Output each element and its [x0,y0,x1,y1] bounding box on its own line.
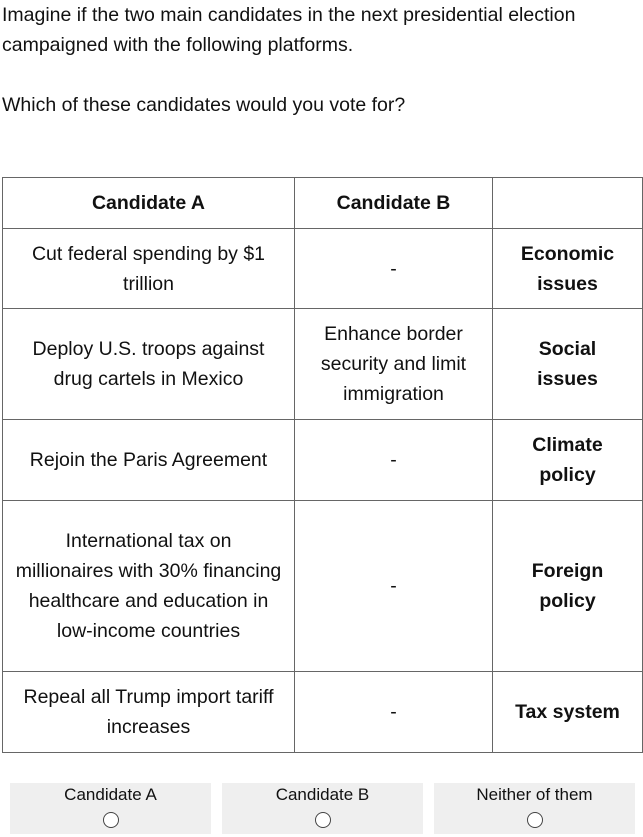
choice-candidate-b[interactable]: Candidate B [222,783,423,834]
candidate-b-cell: Enhance border security and limit immigr… [294,308,493,420]
table-row: Rejoin the Paris Agreement - Climate pol… [2,419,643,501]
candidate-b-cell: - [294,419,493,501]
candidate-a-cell: Deploy U.S. troops against drug cartels … [2,308,295,420]
choice-candidate-a[interactable]: Candidate A [10,783,211,834]
radio-button-candidate-b[interactable] [314,812,331,828]
platform-comparison-table: Candidate A Candidate B Cut federal spen… [2,177,643,753]
intro-text: Imagine if the two main candidates in th… [2,4,576,56]
topic-cell: Economic issues [492,228,643,309]
vote-choice-group: Candidate A Candidate B Neither of them [10,783,635,834]
table-row: Cut federal spending by $1 trillion - Ec… [2,228,643,309]
question-text: Which of these candidates would you vote… [2,94,406,116]
header-candidate-a: Candidate A [2,177,295,229]
topic-cell: Climate policy [492,419,643,501]
header-candidate-b: Candidate B [294,177,493,229]
radio-button-candidate-a[interactable] [102,812,119,828]
topic-cell: Foreign policy [492,500,643,672]
candidate-a-cell: International tax on millionaires with 3… [2,500,295,672]
candidate-b-cell: - [294,671,493,753]
choice-label: Neither of them [476,785,593,804]
header-topic [492,177,643,229]
topic-cell: Tax system [492,671,643,753]
table-row: Deploy U.S. troops against drug cartels … [2,308,643,420]
choice-neither[interactable]: Neither of them [434,783,635,834]
table-header-row: Candidate A Candidate B [2,177,643,229]
candidate-a-cell: Repeal all Trump import tariff increases [2,671,295,753]
candidate-a-cell: Rejoin the Paris Agreement [2,419,295,501]
candidate-b-cell: - [294,228,493,309]
choice-label: Candidate A [64,785,157,804]
candidate-a-cell: Cut federal spending by $1 trillion [2,228,295,309]
table-row: International tax on millionaires with 3… [2,500,643,672]
choice-label: Candidate B [275,785,370,804]
table-row: Repeal all Trump import tariff increases… [2,671,643,753]
candidate-b-cell: - [294,500,493,672]
radio-button-neither[interactable] [526,812,543,828]
topic-cell: Social issues [492,308,643,420]
survey-intro: Imagine if the two main candidates in th… [2,0,632,120]
